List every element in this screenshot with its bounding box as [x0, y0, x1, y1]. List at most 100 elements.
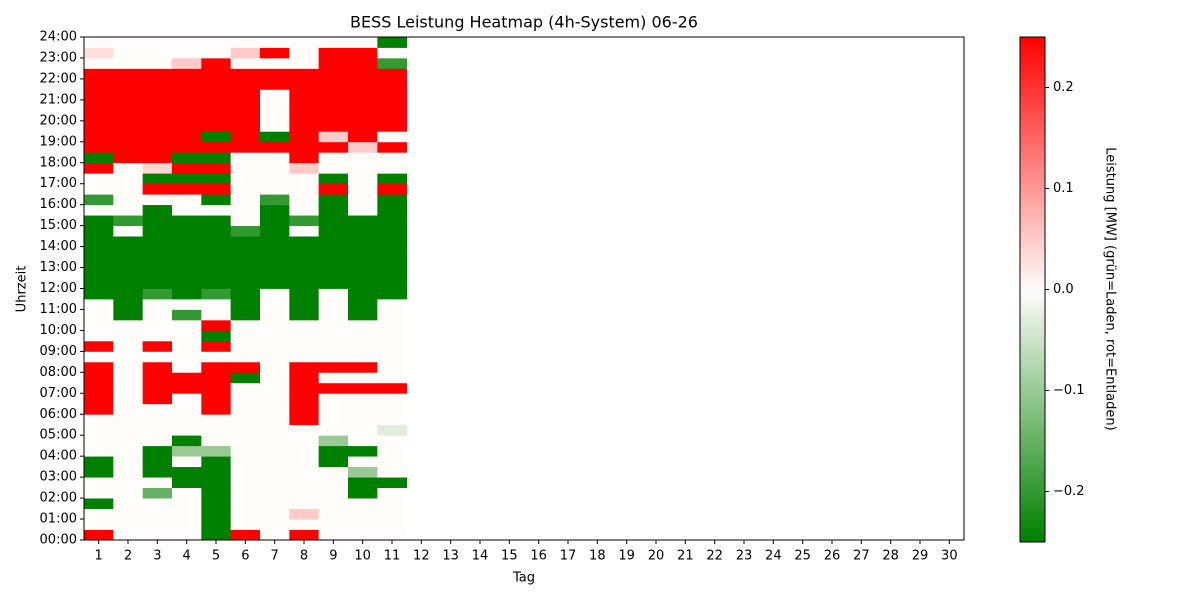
- heatmap-cell: [172, 519, 202, 530]
- heatmap-cell: [201, 445, 232, 457]
- heatmap-cell: [84, 89, 114, 101]
- heatmap-cell: [113, 131, 144, 143]
- heatmap-cell: [230, 466, 261, 478]
- heatmap-cell: [172, 225, 202, 237]
- heatmap-cell: [113, 319, 144, 331]
- heatmap-cell: [377, 351, 408, 363]
- heatmap-cell: [318, 183, 349, 195]
- heatmap-cell: [289, 99, 320, 111]
- heatmap-cell: [84, 173, 114, 185]
- heatmap-cell: [142, 466, 173, 478]
- heatmap-cell: [201, 204, 232, 216]
- heatmap-cell: [142, 89, 173, 101]
- heatmap-cell: [113, 68, 144, 80]
- heatmap-cell: [230, 372, 261, 384]
- heatmap-cell: [260, 215, 290, 227]
- heatmap-cell: [289, 278, 320, 289]
- heatmap-cell: [289, 89, 320, 101]
- y-tick-label: 23:00: [40, 50, 77, 65]
- heatmap-cell: [84, 152, 114, 164]
- heatmap-cell: [84, 361, 114, 373]
- heatmap-cell: [260, 225, 290, 237]
- heatmap-cell: [201, 487, 232, 499]
- heatmap-cell: [318, 466, 349, 478]
- heatmap-cell: [113, 309, 144, 321]
- heatmap-cell: [289, 403, 320, 415]
- heatmap-cell: [84, 519, 114, 530]
- heatmap-cell: [318, 152, 349, 164]
- heatmap-cell: [84, 298, 114, 310]
- heatmap-cell: [260, 466, 290, 478]
- heatmap-cell: [289, 246, 320, 258]
- heatmap-cell: [84, 257, 114, 268]
- heatmap-cell: [201, 131, 232, 143]
- heatmap-cell: [348, 141, 378, 153]
- heatmap-cell: [377, 519, 408, 530]
- heatmap-cell: [172, 529, 202, 541]
- heatmap-cell: [289, 487, 320, 499]
- heatmap-cell: [172, 120, 202, 132]
- heatmap-cell: [289, 110, 320, 122]
- heatmap-cell: [348, 340, 378, 352]
- heatmap-cell: [377, 183, 408, 195]
- heatmap-cell: [289, 78, 320, 90]
- heatmap-cell: [289, 319, 320, 331]
- heatmap-cell: [348, 361, 378, 373]
- heatmap-cell: [260, 120, 290, 132]
- heatmap-cell: [260, 508, 290, 520]
- heatmap-cell: [260, 183, 290, 195]
- heatmap-cell: [348, 183, 378, 195]
- y-tick-label: 02:00: [40, 491, 77, 506]
- heatmap-cell: [318, 99, 349, 111]
- heatmap-cell: [142, 340, 173, 352]
- heatmap-cell: [142, 57, 173, 69]
- heatmap-cell: [172, 361, 202, 373]
- heatmap-cell: [172, 246, 202, 258]
- heatmap-cell: [289, 57, 320, 69]
- heatmap-cell: [260, 487, 290, 499]
- heatmap-cell: [318, 47, 349, 59]
- heatmap-cell: [289, 435, 320, 447]
- heatmap-cell: [318, 414, 349, 426]
- colorbar-tick-label: 0.0: [1053, 282, 1074, 297]
- y-tick-label: 04:00: [40, 449, 77, 464]
- heatmap-cell: [172, 47, 202, 59]
- heatmap-cell: [348, 487, 378, 499]
- heatmap-cell: [172, 162, 202, 174]
- heatmap-cell: [113, 215, 144, 227]
- heatmap-cell: [84, 403, 114, 415]
- heatmap-cell: [172, 110, 202, 122]
- heatmap-cell: [172, 414, 202, 426]
- heatmap-cell: [377, 288, 408, 300]
- heatmap-cell: [230, 456, 261, 468]
- heatmap-cell: [348, 477, 378, 489]
- heatmap-cell: [113, 194, 144, 206]
- heatmap-cell: [289, 382, 320, 394]
- heatmap-cell: [172, 37, 202, 48]
- heatmap-cell: [318, 456, 349, 468]
- heatmap-cell: [142, 246, 173, 258]
- heatmap-cell: [260, 393, 290, 405]
- heatmap-cell: [318, 68, 349, 80]
- heatmap-cell: [260, 519, 290, 530]
- heatmap-cell: [318, 382, 349, 394]
- heatmap-cell: [113, 487, 144, 499]
- heatmap-cell: [201, 278, 232, 289]
- heatmap-cell: [84, 435, 114, 447]
- heatmap-cell: [142, 435, 173, 447]
- heatmap-cell: [84, 110, 114, 122]
- heatmap-cell: [377, 424, 408, 436]
- x-tick-label: 16: [530, 549, 547, 564]
- heatmap-cell: [289, 361, 320, 373]
- heatmap-cell: [84, 319, 114, 331]
- x-tick-label: 15: [501, 549, 518, 564]
- heatmap-cell: [260, 403, 290, 415]
- heatmap-cell: [230, 361, 261, 373]
- heatmap-cell: [318, 424, 349, 436]
- heatmap-cell: [289, 131, 320, 143]
- heatmap-cell: [318, 131, 349, 143]
- heatmap-cell: [84, 68, 114, 80]
- heatmap-cell: [201, 351, 232, 363]
- heatmap-cell: [230, 508, 261, 520]
- heatmap-cell: [260, 47, 290, 59]
